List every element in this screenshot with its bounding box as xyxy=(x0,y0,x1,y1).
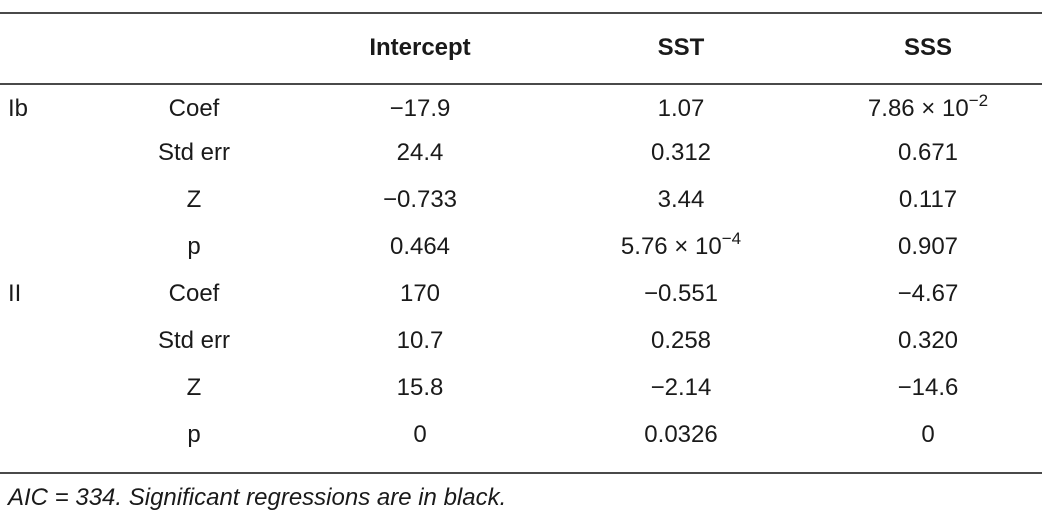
group-cell xyxy=(0,223,96,270)
table-footnote: AIC = 334. Significant regressions are i… xyxy=(8,484,507,511)
table-row: Z −0.733 3.44 0.117 xyxy=(0,176,1042,223)
intercept-cell: 15.8 xyxy=(396,373,444,401)
header-group xyxy=(0,0,96,82)
group-cell xyxy=(0,317,96,364)
header-row: Intercept SST SSS xyxy=(0,0,1042,82)
regression-table-container: Intercept SST SSS Ib Coef −17.9 1.07 7.8… xyxy=(0,0,1042,458)
sss-exponent: −2 xyxy=(968,90,989,110)
sss-cell: −4.67 xyxy=(897,279,959,307)
sst-cell: 1.07 xyxy=(657,94,705,122)
sss-cell: −14.6 xyxy=(897,373,959,401)
sst-cell: 0.258 xyxy=(650,326,712,354)
intercept-cell: 170 xyxy=(399,279,441,307)
header-intercept: Intercept xyxy=(369,34,471,61)
table-row: Std err 10.7 0.258 0.320 xyxy=(0,317,1042,364)
table-row: Z 15.8 −2.14 −14.6 xyxy=(0,364,1042,411)
group-cell xyxy=(0,176,96,223)
sss-cell: 0.671 xyxy=(897,138,959,166)
header-sst: SST xyxy=(657,34,705,61)
table-row: Ib Coef −17.9 1.07 7.86 × 10−2 xyxy=(0,82,1042,129)
group-cell xyxy=(0,364,96,411)
group-cell: Ib xyxy=(8,94,29,122)
table-header-rule xyxy=(0,83,1042,85)
sst-cell: 5.76 × 10−4 xyxy=(548,223,814,270)
intercept-cell: 10.7 xyxy=(396,326,444,354)
intercept-cell: 24.4 xyxy=(396,138,444,166)
sss-cell: 0.117 xyxy=(898,185,958,213)
sss-cell: 0.320 xyxy=(897,326,959,354)
table-row: p 0 0.0326 0 xyxy=(0,411,1042,458)
stat-cell: Z xyxy=(186,185,202,213)
stat-cell: Coef xyxy=(168,94,220,122)
intercept-cell: 0.464 xyxy=(389,232,451,260)
header-stat xyxy=(96,0,292,82)
sss-cell: 7.86 × 10−2 xyxy=(814,82,1042,129)
intercept-cell: −0.733 xyxy=(382,185,458,213)
sst-base: 5.76 × 10 xyxy=(620,232,722,260)
sst-exponent: −4 xyxy=(721,228,742,248)
sst-cell: 0.0326 xyxy=(644,420,718,448)
stat-cell: p xyxy=(187,420,201,448)
header-sss: SSS xyxy=(903,34,953,61)
group-cell: II xyxy=(8,279,22,307)
table-row: p 0.464 5.76 × 10−4 0.907 xyxy=(0,223,1042,270)
sss-cell: 0.907 xyxy=(897,232,959,260)
sst-cell: 3.44 xyxy=(657,185,705,213)
sst-cell: −2.14 xyxy=(650,373,712,401)
stat-cell: p xyxy=(187,232,201,260)
sss-cell: 0 xyxy=(921,420,935,448)
stat-cell: Std err xyxy=(157,138,231,166)
sst-cell: −0.551 xyxy=(643,279,719,307)
table-bottom-rule xyxy=(0,472,1042,474)
sss-base: 7.86 × 10 xyxy=(867,94,969,122)
table-row: Std err 24.4 0.312 0.671 xyxy=(0,129,1042,176)
table-top-rule xyxy=(0,12,1042,14)
group-cell xyxy=(0,129,96,176)
intercept-cell: −17.9 xyxy=(389,94,451,122)
table-row: II Coef 170 −0.551 −4.67 xyxy=(0,270,1042,317)
stat-cell: Std err xyxy=(157,326,231,354)
stat-cell: Coef xyxy=(168,279,220,307)
group-cell xyxy=(0,411,96,458)
intercept-cell: 0 xyxy=(413,420,427,448)
sst-cell: 0.312 xyxy=(650,138,712,166)
stat-cell: Z xyxy=(186,373,202,401)
regression-table: Intercept SST SSS Ib Coef −17.9 1.07 7.8… xyxy=(0,0,1042,458)
